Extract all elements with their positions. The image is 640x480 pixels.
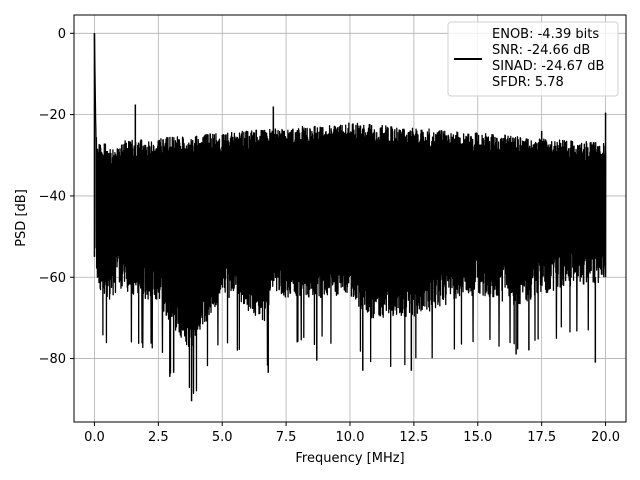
legend-label-sfdr: SFDR: 5.78 bbox=[492, 75, 564, 90]
x-tick-label: 10.0 bbox=[336, 430, 365, 445]
y-tick-label: 0 bbox=[58, 27, 66, 42]
y-tick-label: −20 bbox=[39, 108, 66, 123]
x-tick-label: 5.0 bbox=[212, 430, 233, 445]
x-tick-label: 15.0 bbox=[463, 430, 492, 445]
psd-series-line bbox=[93, 33, 607, 395]
x-tick-label: 20.0 bbox=[591, 430, 620, 445]
legend: ENOB: -4.39 bits SNR: -24.66 dB SINAD: -… bbox=[447, 21, 619, 97]
legend-label-sinad: SINAD: -24.67 dB bbox=[492, 59, 604, 74]
y-tick-label: −80 bbox=[39, 352, 66, 367]
x-tick-label: 17.5 bbox=[527, 430, 556, 445]
legend-label-enob: ENOB: -4.39 bits bbox=[492, 27, 599, 42]
y-tick-label: −60 bbox=[39, 271, 66, 286]
plot-area bbox=[93, 33, 607, 402]
x-tick-label: 12.5 bbox=[399, 430, 428, 445]
legend-box bbox=[447, 21, 619, 97]
y-tick-label: −40 bbox=[39, 189, 66, 204]
x-tick-label: 7.5 bbox=[276, 430, 297, 445]
y-axis-ticks: 0 −20 −40 −60 −80 bbox=[39, 27, 74, 367]
x-tick-label: 0.0 bbox=[84, 430, 105, 445]
x-axis-ticks: 0.0 2.5 5.0 7.5 10.0 12.5 15.0 17.5 20.0 bbox=[84, 422, 620, 445]
x-tick-label: 2.5 bbox=[148, 430, 169, 445]
legend-label-snr: SNR: -24.66 dB bbox=[492, 43, 590, 58]
y-axis-label: PSD [dB] bbox=[14, 189, 29, 247]
x-axis-label: Frequency [MHz] bbox=[295, 451, 404, 466]
